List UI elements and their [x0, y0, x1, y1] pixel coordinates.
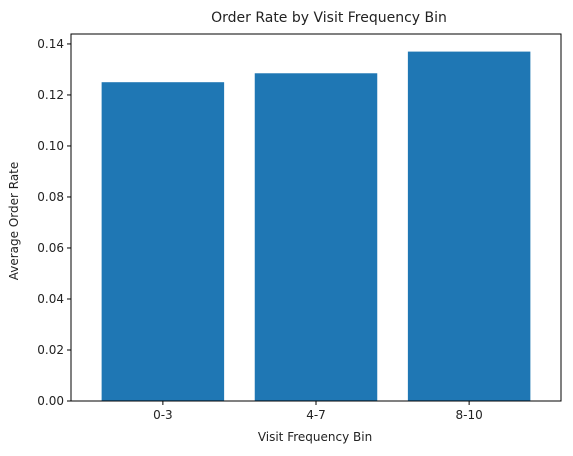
- bar-8-10: [407, 51, 531, 402]
- y-tick-label: 0.12: [37, 88, 64, 102]
- y-tick-label: 0.10: [37, 139, 64, 153]
- y-tick-label: 0.14: [37, 37, 64, 51]
- chart-title: Order Rate by Visit Frequency Bin: [211, 10, 447, 26]
- x-tick-label: 8-10: [456, 408, 483, 422]
- bars-layer: [101, 51, 531, 402]
- y-tick-label: 0.08: [37, 190, 64, 204]
- y-axis-ticks: 0.00 0.02 0.04 0.06 0.08 0.10 0.12 0.14: [37, 37, 71, 408]
- bar-4-7: [254, 73, 378, 402]
- plot-frame: [70, 33, 562, 402]
- x-tick-label: 4-7: [306, 408, 326, 422]
- x-axis-title: Visit Frequency Bin: [258, 430, 372, 444]
- y-axis-title: Average Order Rate: [7, 162, 21, 281]
- y-tick-label: 0.02: [37, 343, 64, 357]
- x-tick-label: 0-3: [153, 408, 173, 422]
- bar-0-3: [101, 82, 225, 402]
- x-axis-ticks: 0-3 4-7 8-10: [153, 401, 483, 422]
- y-tick-label: 0.00: [37, 394, 64, 408]
- y-tick-label: 0.06: [37, 241, 64, 255]
- y-tick-label: 0.04: [37, 292, 64, 306]
